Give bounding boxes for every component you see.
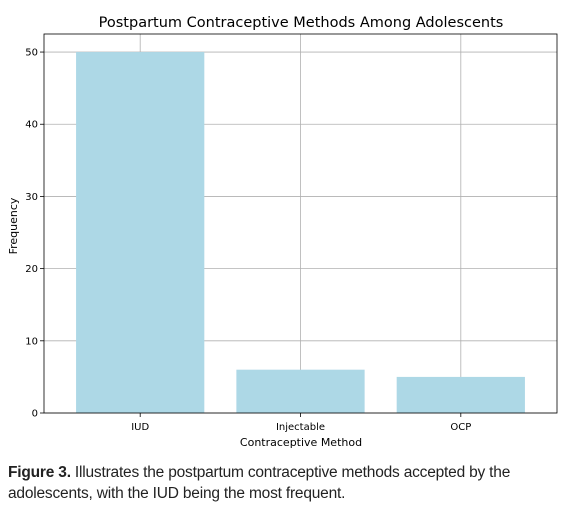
axes: 0 10 20 30 40 50 IUD Injectable OCP	[25, 33, 558, 433]
x-tick-label-ocp: OCP	[450, 422, 471, 433]
bar-chart: 0 10 20 30 40 50 IUD Injectable OCP Postpartum C…	[7, 15, 558, 449]
y-tick-label: 10	[25, 336, 38, 347]
x-tick-label-iud: IUD	[131, 422, 149, 433]
x-tick-label-injectable: Injectable	[276, 422, 325, 433]
y-tick-label: 30	[25, 192, 38, 203]
plot-frame	[43, 33, 558, 414]
bars	[76, 52, 525, 414]
chart-title: Postpartum Contraceptive Methods Among A…	[99, 15, 504, 31]
figure-caption-label: Figure 3.	[8, 464, 71, 481]
bar-injectable	[236, 369, 365, 413]
bar-iud	[76, 52, 205, 414]
y-tick-label: 20	[25, 264, 38, 275]
y-tick-label: 0	[32, 409, 38, 420]
y-tick-label: 50	[25, 48, 38, 59]
y-axis-label: Frequency	[7, 197, 20, 254]
figure-caption-text: Illustrates the postpartum contraceptive…	[8, 464, 511, 502]
bar-ocp	[396, 376, 525, 413]
figure-caption: Figure 3. Illustrates the postpartum con…	[8, 462, 568, 504]
y-tick-label: 40	[25, 120, 38, 131]
x-axis-label: Contraceptive Method	[240, 436, 362, 449]
